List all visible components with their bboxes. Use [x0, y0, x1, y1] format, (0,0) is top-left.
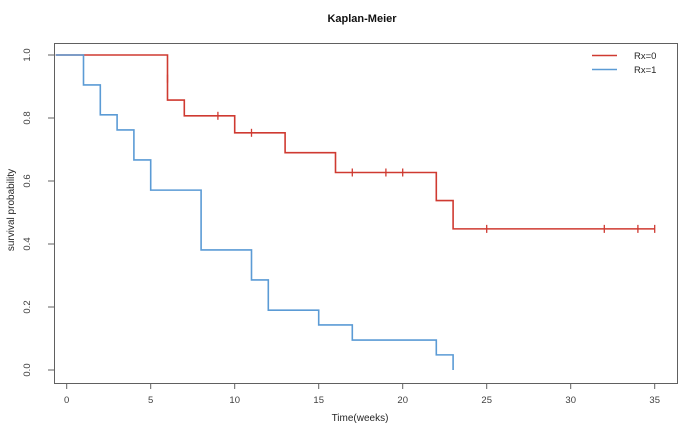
y-tick-label: 1.0: [22, 48, 33, 61]
censor-tick-marks: [166, 74, 656, 233]
x-tick-label: 10: [229, 395, 240, 406]
legend-label-rx0: Rx=0: [634, 51, 656, 62]
y-tick-label: 0.6: [22, 174, 33, 187]
plot-border: [54, 43, 678, 384]
x-tick-label: 35: [649, 395, 660, 406]
legend: Rx=0 Rx=1: [592, 51, 656, 76]
x-tick-label: 15: [313, 395, 324, 406]
x-tick-label: 20: [397, 395, 408, 406]
y-tick-label: 0.0: [22, 363, 33, 376]
survival-curves: [55, 54, 655, 370]
x-tick-label: 0: [64, 395, 69, 406]
x-tick-label: 30: [565, 395, 576, 406]
y-axis-label: survival probability: [6, 169, 17, 251]
y-tick-label: 0.2: [22, 300, 33, 313]
chart-title: Kaplan-Meier: [327, 13, 397, 25]
y-axis: 0.0 0.2 0.4 0.6 0.8 1.0: [22, 48, 55, 377]
survival-curve-rx0: [55, 54, 655, 230]
legend-label-rx1: Rx=1: [634, 65, 656, 76]
y-tick-label: 0.8: [22, 111, 33, 124]
x-tick-label: 5: [148, 395, 153, 406]
x-axis: 0 5 10 15 20 25 30 35: [64, 383, 660, 406]
x-tick-label: 25: [481, 395, 492, 406]
x-axis-label: Time(weeks): [332, 413, 389, 424]
y-tick-label: 0.4: [22, 237, 33, 250]
survival-curve-rx1: [55, 54, 454, 370]
